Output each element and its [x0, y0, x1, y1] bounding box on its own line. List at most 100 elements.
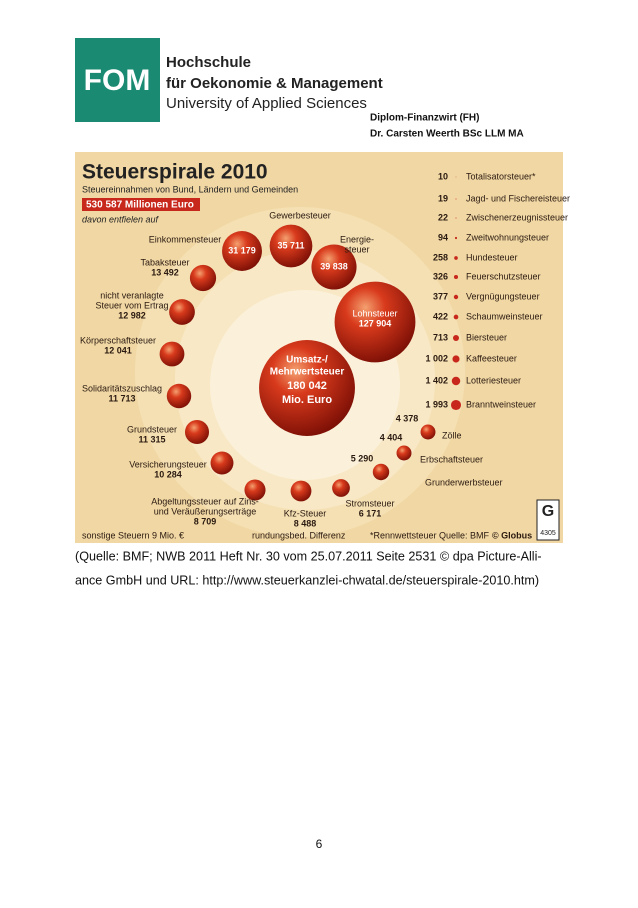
tax-label: und Veräußerungserträge [154, 506, 257, 516]
small-tax-dot [452, 334, 460, 342]
tax-value: 4 404 [380, 432, 403, 442]
small-tax-label: Zwischenerzeugnissteuer [466, 212, 568, 222]
tax-bubble [259, 340, 355, 436]
info-note: © Globus [492, 530, 532, 540]
tax-value: 12 982 [118, 310, 146, 320]
tax-label: Steuer vom Ertrag [95, 300, 168, 310]
info-note: sonstige Steuern 9 Mio. € [82, 530, 184, 540]
tax-label: Energie- [340, 234, 374, 244]
tax-bubble [184, 419, 210, 445]
small-tax-value: 713 [433, 332, 448, 342]
tax-label: Körperschaftsteuer [80, 335, 156, 345]
globus-badge [536, 499, 560, 541]
tax-value: 11 713 [108, 393, 135, 403]
tax-bubble [332, 479, 350, 497]
tax-label: Stromsteuer [345, 498, 394, 508]
small-tax-dot [453, 274, 459, 280]
small-tax-label: Lotteriesteuer [466, 375, 521, 385]
logo-box [75, 38, 160, 122]
small-tax-label: Hundesteuer [466, 252, 518, 262]
small-tax-dot [454, 236, 458, 240]
tax-bubble [420, 424, 436, 440]
tax-label: Erbschaftsteuer [420, 454, 483, 464]
tax-bubble [269, 224, 313, 268]
page-number: 6 [316, 837, 323, 851]
tax-value: 13 492 [151, 267, 179, 277]
tax-bubble [244, 479, 266, 501]
info-total: 530 587 Millionen Euro [86, 200, 194, 211]
small-tax-label: Branntweinsteuer [466, 399, 536, 409]
tax-bubble [334, 281, 416, 363]
globus-g: G [542, 503, 554, 520]
author-line: Diplom-Finanzwirt (FH) [370, 113, 479, 124]
tax-value: 10 284 [154, 469, 182, 479]
small-tax-value: 19 [438, 193, 448, 203]
small-tax-label: Zweitwohnungsteuer [466, 232, 549, 242]
tax-bubble [222, 231, 262, 271]
tax-label: Umsatz-/ [286, 355, 328, 366]
tax-label: Abgeltungssteuer auf Zins- [151, 496, 259, 506]
small-tax-dot [455, 217, 457, 219]
tax-value: 11 315 [138, 434, 165, 444]
small-tax-label: Biersteuer [466, 332, 507, 342]
small-tax-dot [453, 314, 459, 320]
tax-value: 6 171 [359, 508, 382, 518]
small-tax-value: 422 [433, 311, 448, 321]
small-tax-label: Totalisatorsteuer* [466, 171, 536, 181]
small-tax-dot [455, 198, 457, 200]
caption-line: (Quelle: BMF; NWB 2011 Heft Nr. 30 vom 2… [75, 549, 542, 563]
tax-value: 8 709 [194, 516, 217, 526]
tax-label: steuer [344, 244, 369, 254]
small-tax-value: 22 [438, 212, 448, 222]
school-line: Hochschule [166, 54, 251, 71]
tax-value: 39 838 [320, 261, 348, 271]
logo-text: FOM [84, 64, 151, 97]
tax-label: Versicherungsteuer [129, 459, 207, 469]
small-tax-value: 326 [433, 271, 448, 281]
info-intro: davon entfielen auf [82, 214, 160, 224]
tax-label: nicht veranlagte [100, 290, 164, 300]
tax-label: Grundsteuer [127, 424, 177, 434]
tax-bubble [169, 299, 195, 325]
tax-label: Lohnsteuer [352, 308, 397, 318]
small-tax-label: Feuerschutzsteuer [466, 271, 541, 281]
tax-label: Kfz-Steuer [284, 508, 327, 518]
tax-value: 5 290 [351, 453, 374, 463]
tax-value: 180 042 [287, 380, 327, 392]
small-tax-label: Kaffeesteuer [466, 353, 517, 363]
small-tax-dot [451, 376, 461, 386]
tax-label: Mehrwertsteuer [270, 367, 345, 378]
small-tax-value: 377 [433, 291, 448, 301]
info-note: *Rennwettsteuer Quelle: BMF [370, 530, 490, 540]
total-box [82, 198, 200, 211]
tax-label: Solidaritätszuschlag [82, 383, 162, 393]
tax-value: 12 041 [104, 345, 132, 355]
tax-bubble [189, 264, 217, 292]
author-line: Dr. Carsten Weerth BSc LLM MA [370, 129, 524, 140]
small-tax-value: 1 993 [425, 399, 448, 409]
tax-value: 127 904 [359, 318, 392, 328]
tax-label: Tabaksteuer [140, 257, 189, 267]
small-tax-label: Schaumweinsteuer [466, 311, 543, 321]
small-tax-dot [455, 176, 457, 178]
small-tax-value: 1 002 [425, 353, 448, 363]
tax-bubble [311, 244, 357, 290]
school-line: University of Applied Sciences [166, 95, 367, 112]
tax-value: 35 711 [277, 240, 304, 250]
tax-value: 8 488 [294, 518, 317, 528]
tax-unit: Mio. Euro [282, 394, 332, 406]
tax-bubble [166, 383, 192, 409]
tax-label: Zölle [442, 430, 462, 440]
small-tax-label: Jagd- und Fischereisteuer [466, 193, 570, 203]
small-tax-dot [453, 294, 459, 300]
small-tax-value: 258 [433, 252, 448, 262]
tax-bubble [210, 451, 234, 475]
info-title: Steuerspirale 2010 [82, 161, 268, 184]
tax-bubble [290, 480, 312, 502]
tax-bubble [396, 445, 412, 461]
caption-line: ance GmbH und URL: http://www.steuerkanz… [75, 573, 539, 587]
small-tax-value: 1 402 [425, 375, 448, 385]
small-tax-value: 10 [438, 171, 448, 181]
